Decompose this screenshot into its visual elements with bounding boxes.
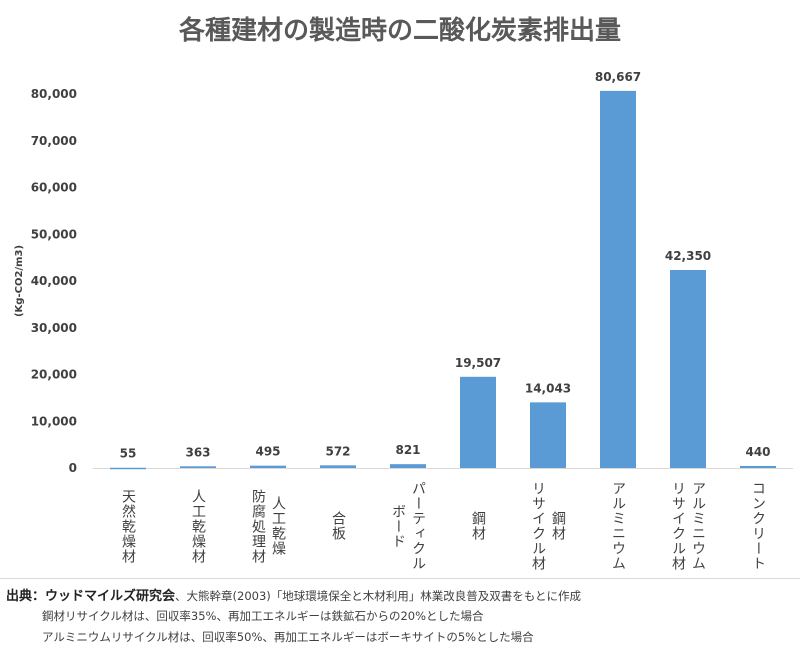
bar bbox=[600, 90, 636, 468]
bar bbox=[740, 465, 776, 468]
x-tick-label: パーティクル ボード bbox=[390, 481, 426, 571]
y-tick-label: 80,000 bbox=[31, 87, 77, 101]
bar bbox=[390, 464, 426, 468]
data-label: 572 bbox=[325, 444, 350, 458]
bar bbox=[320, 465, 356, 468]
x-tick-label: 人工乾燥材 bbox=[190, 488, 206, 564]
y-tick-label: 0 bbox=[69, 461, 77, 475]
chart-title: 各種建材の製造時の二酸化炭素排出量 bbox=[178, 16, 621, 46]
y-tick-label: 10,000 bbox=[31, 414, 77, 428]
note-steel: 鋼材リサイクル材は、回収率35%、再加工エネルギーは鉄鉱石からの20%とした場合 bbox=[42, 609, 484, 623]
data-label: 55 bbox=[120, 447, 137, 461]
bar bbox=[530, 402, 566, 468]
data-label: 495 bbox=[255, 445, 280, 459]
y-tick-label: 20,000 bbox=[31, 368, 77, 382]
source-text: 、大熊幹章(2003)「地球環境保全と木材利用」林業改良普及双書をもとに作成 bbox=[175, 589, 582, 603]
y-tick-label: 30,000 bbox=[31, 321, 77, 335]
x-tick-label: 鋼材 bbox=[470, 511, 486, 541]
source-label: 出典：ウッドマイルズ研究会 bbox=[6, 589, 176, 604]
x-tick-label: 合板 bbox=[330, 511, 346, 541]
bar bbox=[460, 376, 496, 468]
data-label: 14,043 bbox=[525, 381, 571, 395]
data-label: 19,507 bbox=[455, 356, 501, 370]
data-label: 42,350 bbox=[665, 249, 711, 263]
bar-chart: (Kg-CO2/m3) 0 10,000 20,000 30,000 40,000 50,0… bbox=[14, 70, 793, 475]
data-label: 440 bbox=[745, 445, 770, 459]
x-tick-label: 天然乾燥材 bbox=[120, 488, 136, 564]
note-aluminum: アルミニウムリサイクル材は、回収率50%、再加工エネルギーはボーキサイトの5%と… bbox=[42, 630, 534, 644]
y-tick-label: 40,000 bbox=[31, 274, 77, 288]
bar bbox=[180, 466, 216, 468]
x-tick-label: コンクリート bbox=[750, 481, 766, 571]
source-line: 出典：ウッドマイルズ研究会、大熊幹章(2003)「地球環境保全と木材利用」林業改… bbox=[6, 585, 581, 604]
data-label: 363 bbox=[185, 445, 210, 459]
x-tick-label: 人工乾燥 防腐処理材 bbox=[250, 488, 286, 564]
y-tick-label: 70,000 bbox=[31, 134, 77, 148]
source-notes: 出典：ウッドマイルズ研究会、大熊幹章(2003)「地球環境保全と木材利用」林業改… bbox=[0, 578, 800, 644]
data-label: 80,667 bbox=[595, 70, 641, 84]
y-tick-label: 50,000 bbox=[31, 227, 77, 241]
x-tick-label: 鋼材 リサイクル材 bbox=[530, 481, 566, 571]
bar bbox=[110, 467, 146, 470]
data-label: 821 bbox=[395, 443, 420, 457]
x-tick-label: アルミニウム bbox=[610, 481, 626, 571]
y-tick-label: 60,000 bbox=[31, 181, 77, 195]
y-axis-label: (Kg-CO2/m3) bbox=[14, 245, 25, 317]
bar bbox=[670, 270, 706, 468]
bar bbox=[250, 465, 286, 468]
x-tick-label: アルミニウム リサイクル材 bbox=[670, 481, 706, 571]
